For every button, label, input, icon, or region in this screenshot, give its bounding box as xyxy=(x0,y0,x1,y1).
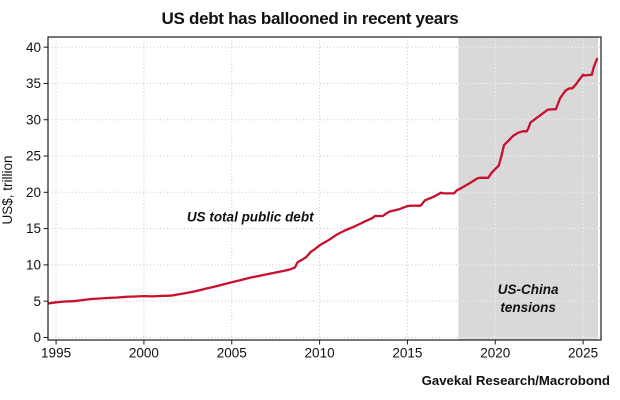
annotation-band-label: US-China tensions xyxy=(498,282,559,315)
y-tick-label: 25 xyxy=(26,149,41,164)
x-axis-tick-labels: 1995 2000 2005 2010 2015 2020 2025 xyxy=(41,346,598,361)
y-tick-label: 40 xyxy=(26,40,41,55)
x-tick-label: 2015 xyxy=(392,346,422,361)
y-tick-label: 35 xyxy=(26,76,41,91)
y-axis-label: US$, trillion xyxy=(0,155,15,224)
plot-border xyxy=(47,36,602,341)
x-tick-label: 1995 xyxy=(41,346,71,361)
axis-ticks xyxy=(43,46,584,345)
y-tick-label: 20 xyxy=(26,185,41,200)
x-tick-label: 2025 xyxy=(568,346,598,361)
y-tick-label: 0 xyxy=(33,330,41,345)
y-tick-label: 10 xyxy=(26,257,41,272)
y-axis-tick-labels: 0 5 10 15 20 25 30 35 40 xyxy=(26,40,41,345)
annotation-series-label: US total public debt xyxy=(187,209,314,224)
x-tick-label: 2000 xyxy=(129,346,159,361)
gridlines-over-band xyxy=(458,37,599,340)
x-tick-label: 2005 xyxy=(217,346,247,361)
series-line-us-total-public-debt xyxy=(47,57,599,305)
y-tick-label: 30 xyxy=(26,112,41,127)
source-credit: Gavekal Research/Macrobond xyxy=(422,373,610,388)
chart-title: US debt has ballooned in recent years xyxy=(162,9,459,28)
x-tick-label: 2010 xyxy=(305,346,335,361)
data-series xyxy=(47,57,599,305)
y-tick-label: 15 xyxy=(26,221,41,236)
us-china-tensions-band xyxy=(458,37,599,340)
x-tick-label: 2020 xyxy=(480,346,510,361)
chart-annotations: US total public debt US-China tensions xyxy=(187,209,559,315)
gridlines xyxy=(48,37,601,340)
y-tick-label: 5 xyxy=(33,294,41,309)
